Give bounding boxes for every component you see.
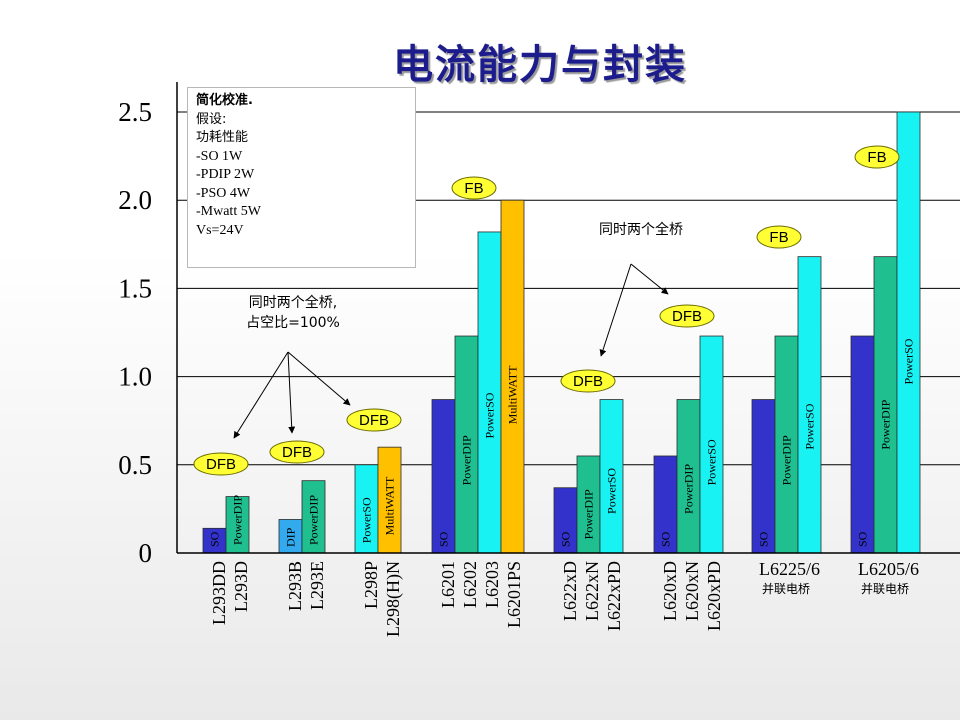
bar-package-label: PowerDIP [582, 489, 596, 539]
bar-package-label: PowerDIP [460, 435, 474, 485]
bar-powerso [896, 111, 921, 554]
category-label: L298P [361, 561, 381, 609]
badge-oval [269, 440, 325, 464]
bar-package-label: PowerSO [605, 468, 619, 514]
category-label: L293DD [209, 561, 229, 625]
category-label: L6203 [482, 561, 502, 608]
y-tick-label: 2.0 [118, 185, 152, 215]
bar-package-label: SO [559, 531, 573, 547]
annotation-label: 同时两个全桥 [599, 221, 683, 238]
annotation-arrow [233, 351, 289, 439]
bar-so [751, 399, 776, 554]
bar-package-label: PowerSO [705, 439, 719, 485]
y-tick-label: 2.5 [118, 97, 152, 127]
note-title: 简化校准. [196, 93, 253, 108]
bar-package-label: PowerDIP [307, 495, 321, 545]
bar-package-label: PowerDIP [682, 464, 696, 514]
note-line: Vs=24V [196, 222, 244, 238]
annotation-arrow [287, 351, 296, 434]
badge-label: FB [867, 149, 886, 166]
bar-package-label: PowerDIP [879, 399, 893, 449]
bar-package-label: PowerSO [902, 338, 916, 384]
category-sublabel: 并联电桥 [861, 582, 909, 596]
bar-package-label: SO [659, 531, 673, 547]
badge-label: FB [464, 180, 483, 197]
badge-oval [193, 452, 249, 476]
note-line: 功耗性能 [196, 130, 249, 145]
annotation-arrow [599, 263, 632, 357]
badge-label: FB [769, 229, 788, 246]
category-label: L6202 [460, 561, 480, 608]
category-label: L622xD [560, 561, 580, 621]
bar-package-label: SO [208, 531, 222, 547]
assumptions-note: 简化校准. 假设: 功耗性能 -SO 1W -PDIP 2W -PSO 4W -… [187, 87, 416, 268]
bar-package-label: SO [757, 531, 771, 547]
bar-package-label: PowerSO [360, 497, 374, 543]
y-tick-label: 0 [139, 538, 153, 568]
category-label: L620xPD [704, 561, 724, 631]
bar-package-label: PowerSO [483, 392, 497, 438]
category-label: L622xN [582, 561, 602, 621]
y-tick-label: 0.5 [118, 450, 152, 480]
badge-oval [854, 145, 900, 169]
badge-label: DFB [206, 456, 236, 473]
badge-label: DFB [282, 444, 312, 461]
category-label: L620xN [682, 561, 702, 621]
bar-package-label: MultiWATT [506, 365, 520, 424]
page-title: 电流能力与封装 [393, 42, 687, 88]
note-line: 假设: [196, 111, 227, 127]
category-label: L293B [285, 561, 305, 611]
badge-label: DFB [359, 412, 389, 429]
badge-label: DFB [573, 373, 603, 390]
badge-oval [451, 176, 497, 200]
bar-so [431, 399, 456, 554]
y-tick-label: 1.0 [118, 362, 152, 392]
category-label: L6205/6 [858, 559, 919, 579]
bar-so [850, 335, 875, 554]
bar-package-label: SO [437, 531, 451, 547]
bar-package-label: PowerDIP [780, 435, 794, 485]
category-sublabel: 并联电桥 [762, 582, 810, 596]
note-line: -PSO 4W [196, 185, 251, 201]
category-label: L620xD [660, 561, 680, 621]
bar-package-label: PowerDIP [231, 495, 245, 545]
annotation-arrow [630, 263, 669, 295]
y-tick-label: 1.5 [118, 273, 152, 303]
bar-package-label: PowerSO [803, 403, 817, 449]
bar-package-label: MultiWATT [383, 476, 397, 535]
category-label: L293E [307, 561, 327, 610]
badge-oval [659, 304, 715, 328]
note-line: -PDIP 2W [196, 167, 255, 182]
note-line: -Mwatt 5W [196, 204, 261, 219]
badge-label: DFB [672, 308, 702, 325]
category-label: L6201 [438, 561, 458, 608]
annotation-arrow [287, 351, 351, 406]
annotation-label: 同时两个全桥, [249, 294, 337, 311]
category-label: L293D [231, 561, 251, 612]
category-label: L6201PS [504, 561, 524, 628]
badge-oval [560, 369, 616, 393]
badge-oval [756, 225, 802, 249]
note-line: -SO 1W [196, 148, 243, 164]
bar-powerso [477, 231, 502, 554]
badge-oval [346, 408, 402, 432]
category-label: L298(H)N [383, 561, 404, 637]
annotation-label: 占空比=100% [246, 315, 340, 331]
bar-package-label: DIP [284, 527, 298, 547]
category-label: L6225/6 [759, 559, 820, 579]
category-label: L622xPD [604, 561, 624, 631]
bar-package-label: SO [856, 531, 870, 547]
